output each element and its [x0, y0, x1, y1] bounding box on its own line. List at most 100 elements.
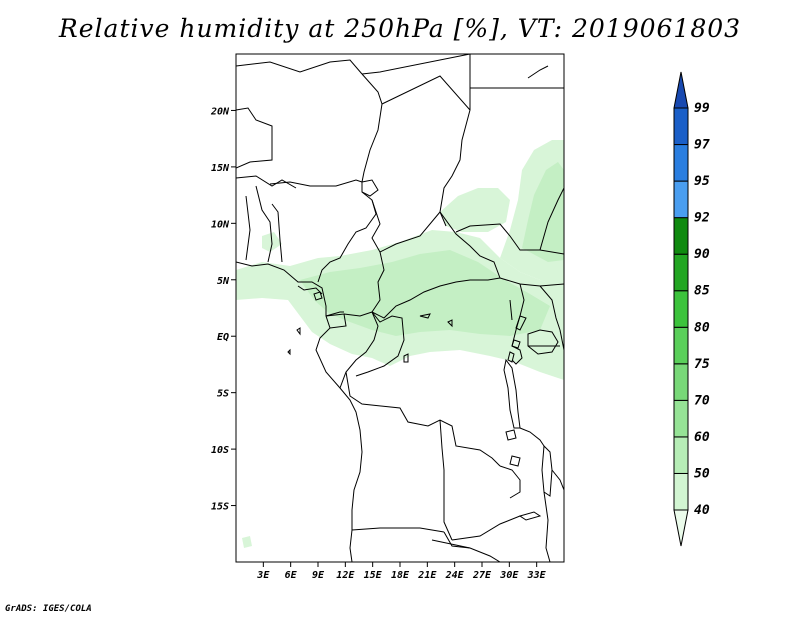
lon-tick-label: 27E: [472, 570, 492, 581]
map-title: Relative humidity at 250hPa [%], VT: 201…: [58, 14, 742, 43]
lake-mweru: [505, 429, 517, 441]
lon-tick-label: 21E: [417, 570, 437, 581]
colorbar-label: 80: [694, 320, 710, 335]
lat-tick-label: 15N: [211, 163, 230, 174]
colorbar-box: [673, 180, 689, 219]
border-drc-congo: [355, 311, 405, 377]
lake-tanganyika: [503, 358, 521, 429]
lon-tick-label: 12E: [336, 570, 355, 581]
humidity-shading: [236, 140, 564, 548]
lon-tick-label: 24E: [445, 570, 465, 581]
border-drc-east: [509, 299, 513, 321]
border-zambia-zimbabwe: [451, 515, 521, 541]
colorbar-bottom-arrow: [673, 509, 689, 547]
border-rwanda-burundi: [511, 345, 523, 365]
lon-tick-label: 9E: [312, 570, 325, 581]
border-mozambique: [551, 469, 564, 491]
colorbar-label: 75: [694, 357, 710, 372]
colorbar: 40 50 60 70 75 80 85 90 92 95 97 99: [673, 71, 710, 547]
border-libya: [361, 54, 471, 75]
lake-kariba: [518, 511, 542, 521]
lat-tick-label: 10S: [211, 445, 229, 456]
colorbar-box: [673, 253, 689, 292]
colorbar-label: 99: [694, 101, 710, 116]
border-red-sea-coast: [527, 65, 549, 79]
border-ethiopia: [539, 187, 564, 251]
island-sao-tome: [296, 327, 301, 336]
axis-ticks: 3E 6E 9E 12E 15E 18E 21E 24E 27E 30E 33E 20N 15N 10N 5…: [210, 106, 547, 581]
river-feature-3: [403, 353, 409, 363]
border-ghana: [245, 195, 251, 261]
colorbar-box: [673, 144, 689, 182]
colorbar-label: 70: [694, 393, 710, 408]
border-zambia-tanzania: [519, 427, 545, 447]
lat-tick-label: 20N: [210, 106, 230, 117]
lake-chad: [361, 179, 379, 197]
colorbar-label: 95: [694, 174, 710, 189]
colorbar-box: [673, 472, 689, 511]
humidity-area-north-patch: [440, 188, 510, 232]
border-benin-togo: [255, 185, 273, 263]
colorbar-box: [673, 363, 689, 401]
border-mali-niger: [236, 107, 273, 169]
coastline-gulf: [297, 285, 323, 295]
colorbar-box: [673, 290, 689, 328]
lake-kivu: [507, 351, 515, 363]
border-angola-drc: [345, 371, 501, 467]
lon-tick-label: 6E: [285, 570, 298, 581]
border-congo: [339, 311, 379, 389]
colorbar-label: 60: [694, 430, 710, 445]
border-zambia-drc: [499, 465, 521, 499]
border-angola-namibia: [351, 527, 445, 533]
lon-tick-label: 15E: [364, 570, 383, 581]
colorbar-box: [673, 217, 689, 255]
coastline-west: [236, 261, 363, 562]
border-drc-uganda: [511, 283, 525, 347]
colorbar-label: 97: [694, 138, 710, 153]
border-nigeria-north: [269, 179, 363, 187]
border-eq-guinea: [325, 311, 344, 317]
island-annobon: [287, 348, 291, 356]
lon-tick-label: 33E: [527, 570, 547, 581]
lake-victoria: [527, 329, 559, 355]
colorbar-label: 50: [694, 466, 710, 481]
river-feature-1: [419, 313, 431, 319]
border-gabon-congo: [325, 313, 347, 329]
border-mozambique-south: [543, 491, 551, 562]
humidity-area-west-coast-inner: [300, 250, 550, 336]
lon-tick-label: 3E: [256, 570, 270, 581]
border-niger-chad: [361, 73, 383, 183]
colorbar-label: 85: [694, 284, 710, 299]
border-namibia-caprivi: [431, 539, 471, 549]
lat-tick-label: 5S: [217, 389, 229, 400]
humidity-area-east-inner: [522, 162, 564, 262]
colorbar-top-arrow: [673, 71, 689, 109]
colorbar-box: [673, 326, 689, 365]
colorbar-label: 92: [694, 211, 710, 226]
lake-malawi: [541, 444, 553, 497]
lat-tick-label: 15S: [211, 502, 229, 513]
lat-tick-label: 10N: [211, 219, 230, 230]
colorbar-label: 40: [694, 503, 710, 518]
border-chad-sudan: [381, 75, 471, 227]
river-feature-2: [447, 319, 453, 328]
colorbar-box: [673, 399, 689, 438]
border-car-south: [371, 277, 501, 319]
border-uganda-kenya: [539, 285, 561, 331]
colorbar-box: [673, 436, 689, 474]
lake-bangweulu: [509, 455, 521, 467]
border-angola-zambia: [439, 419, 453, 541]
island-bioko: [313, 291, 323, 301]
border-car-north: [379, 211, 501, 279]
lat-tick-label: 5N: [217, 276, 230, 287]
colorbar-label: 90: [694, 247, 710, 262]
lat-tick-label: EQ: [217, 332, 229, 343]
border-tanzania-kenya: [559, 329, 564, 351]
lon-tick-label: 30E: [499, 570, 519, 581]
lon-tick-label: 18E: [391, 570, 410, 581]
coastlines-and-borders: [236, 54, 564, 562]
grads-credit: GrADS: IGES/COLA: [5, 604, 92, 614]
border-south-sudan: [499, 277, 564, 287]
colorbar-box: [673, 107, 689, 146]
